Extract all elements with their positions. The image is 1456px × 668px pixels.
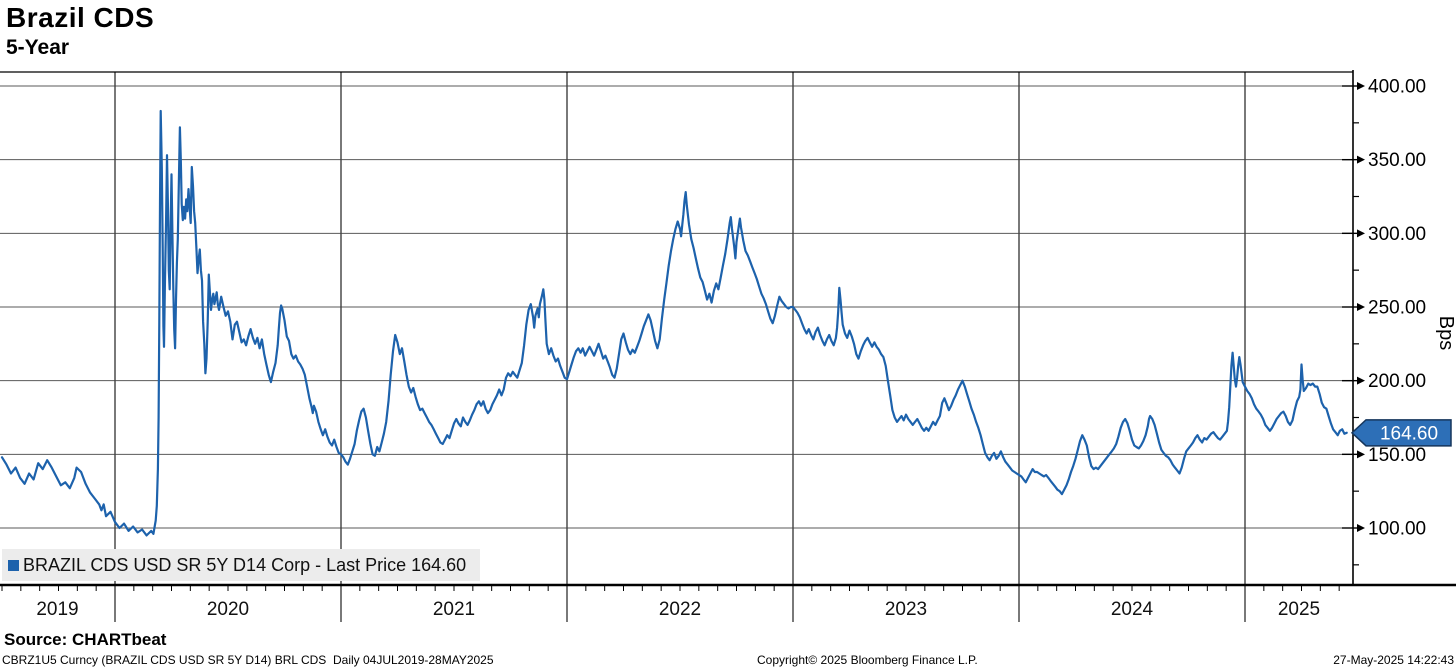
- page-title: Brazil CDS: [6, 2, 155, 33]
- y-tick-arrowhead-icon: [1357, 303, 1365, 311]
- y-axis-tick-label: 300.00: [1368, 224, 1426, 245]
- y-axis-tick-label: 350.00: [1368, 150, 1426, 171]
- legend[interactable]: BRAZIL CDS USD SR 5Y D14 Corp - Last Pri…: [2, 549, 480, 581]
- y-axis-tick-label: 400.00: [1368, 77, 1426, 98]
- y-tick-arrowhead-icon: [1357, 524, 1365, 532]
- source-credit: Source: CHARTbeat: [4, 630, 167, 649]
- y-tick-arrowhead-icon: [1357, 229, 1365, 238]
- y-axis-tick-label: 250.00: [1368, 298, 1426, 319]
- y-axis-tick-label: 200.00: [1368, 371, 1426, 392]
- x-axis-year-label: 2020: [207, 599, 249, 620]
- y-tick-arrowhead-icon: [1357, 155, 1365, 164]
- last-price-tag: [1350, 419, 1452, 447]
- x-axis-year-label: 2024: [1111, 599, 1154, 620]
- x-axis-year-label: 2019: [36, 599, 78, 620]
- x-axis-year-label: 2022: [659, 599, 701, 620]
- copyright-notice: Copyright© 2025 Bloomberg Finance L.P.: [757, 653, 978, 667]
- y-axis-title: Bps: [1435, 316, 1456, 350]
- y-tick-arrowhead-icon: [1357, 82, 1365, 90]
- legend-label: BRAZIL CDS USD SR 5Y D14 Corp - Last Pri…: [23, 554, 467, 575]
- ticker-info: CBRZ1U5 Curncy (BRAZIL CDS USD SR 5Y D14…: [2, 653, 494, 667]
- y-tick-arrowhead-icon: [1357, 450, 1365, 459]
- y-axis-tick-label: 150.00: [1368, 445, 1426, 466]
- chart-subtitle: 5-Year: [6, 36, 70, 59]
- x-axis-year-label: 2023: [885, 599, 927, 620]
- cds-price-line: [0, 109, 1348, 537]
- x-axis-year-label: 2025: [1278, 599, 1320, 620]
- series-marker-icon: [8, 559, 19, 571]
- y-axis-tick-label: 100.00: [1368, 519, 1426, 540]
- x-axis-year-label: 2021: [433, 599, 475, 620]
- last-price-label: 164.60: [1380, 423, 1438, 444]
- y-tick-arrowhead-icon: [1357, 376, 1365, 385]
- timestamp: 27-May-2025 14:22:43: [1333, 653, 1454, 667]
